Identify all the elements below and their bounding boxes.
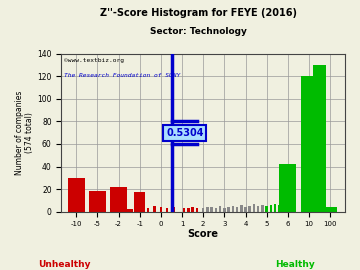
Bar — [210, 207, 213, 212]
Bar — [231, 206, 234, 212]
Bar — [240, 205, 243, 212]
Bar — [282, 203, 285, 212]
Bar — [244, 207, 247, 212]
Bar — [279, 164, 296, 212]
Text: Healthy: Healthy — [275, 260, 315, 269]
Bar — [215, 208, 217, 212]
Bar — [206, 207, 209, 212]
Bar — [236, 207, 238, 212]
X-axis label: Score: Score — [188, 229, 219, 239]
Bar — [192, 207, 194, 212]
Bar — [172, 207, 175, 212]
Text: The Research Foundation of SUNY: The Research Foundation of SUNY — [64, 73, 180, 77]
Bar — [248, 206, 251, 212]
Text: Z''-Score Histogram for FEYE (2016): Z''-Score Histogram for FEYE (2016) — [99, 8, 297, 18]
Bar — [227, 207, 230, 212]
Bar — [261, 205, 264, 212]
Bar — [187, 208, 190, 212]
Bar — [134, 193, 145, 212]
Bar — [159, 207, 162, 212]
Bar — [324, 207, 337, 212]
Bar — [278, 205, 281, 212]
Bar — [147, 208, 149, 212]
Bar — [301, 76, 318, 212]
Bar — [195, 208, 198, 212]
Bar — [274, 204, 276, 212]
Bar — [313, 65, 326, 212]
Bar — [97, 208, 105, 212]
Bar — [153, 206, 156, 212]
Text: ©www.textbiz.org: ©www.textbiz.org — [64, 58, 124, 63]
Bar — [202, 208, 204, 212]
Bar — [223, 208, 226, 212]
Bar — [257, 206, 260, 212]
Bar — [265, 206, 268, 212]
Bar — [183, 208, 185, 212]
Bar — [68, 178, 85, 212]
Text: Unhealthy: Unhealthy — [39, 260, 91, 269]
Bar — [253, 204, 255, 212]
Text: Sector: Technology: Sector: Technology — [149, 27, 247, 36]
Bar — [270, 205, 272, 212]
Y-axis label: Number of companies
(574 total): Number of companies (574 total) — [15, 90, 35, 175]
Bar — [110, 187, 127, 212]
Bar — [125, 210, 133, 212]
Bar — [89, 191, 106, 212]
Text: 0.5304: 0.5304 — [166, 128, 203, 138]
Bar — [219, 206, 221, 212]
Bar — [166, 208, 168, 212]
